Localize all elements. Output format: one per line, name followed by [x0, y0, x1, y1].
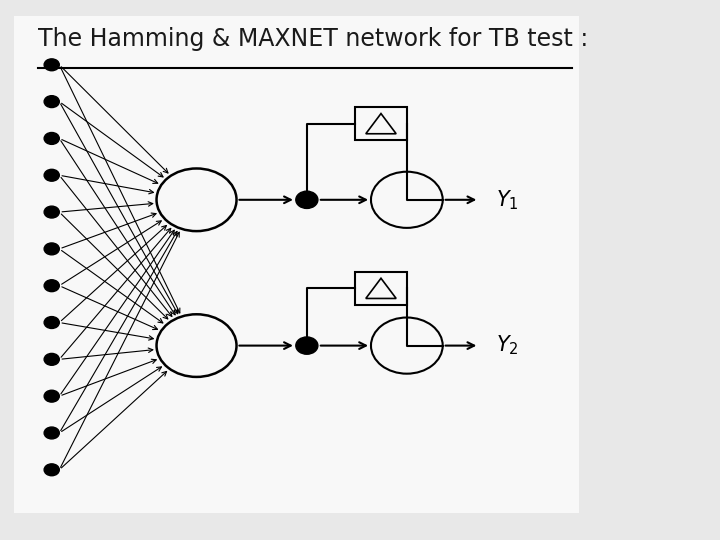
Circle shape	[44, 316, 59, 328]
Bar	[355, 272, 407, 305]
Circle shape	[44, 170, 59, 181]
Circle shape	[44, 280, 59, 292]
Circle shape	[44, 96, 59, 107]
Circle shape	[296, 191, 318, 208]
Circle shape	[44, 390, 59, 402]
Text: The Hamming & MAXNET network for TB test :: The Hamming & MAXNET network for TB test…	[38, 28, 595, 51]
Circle shape	[44, 59, 59, 71]
Text: $Y_2$: $Y_2$	[497, 334, 519, 357]
Circle shape	[44, 132, 59, 144]
Circle shape	[44, 243, 59, 255]
Text: $Y_1$: $Y_1$	[497, 188, 519, 212]
Circle shape	[44, 206, 59, 218]
Circle shape	[44, 353, 59, 365]
Bar	[355, 107, 407, 140]
Circle shape	[44, 464, 59, 476]
Circle shape	[296, 337, 318, 354]
Circle shape	[44, 427, 59, 439]
FancyBboxPatch shape	[14, 16, 579, 513]
